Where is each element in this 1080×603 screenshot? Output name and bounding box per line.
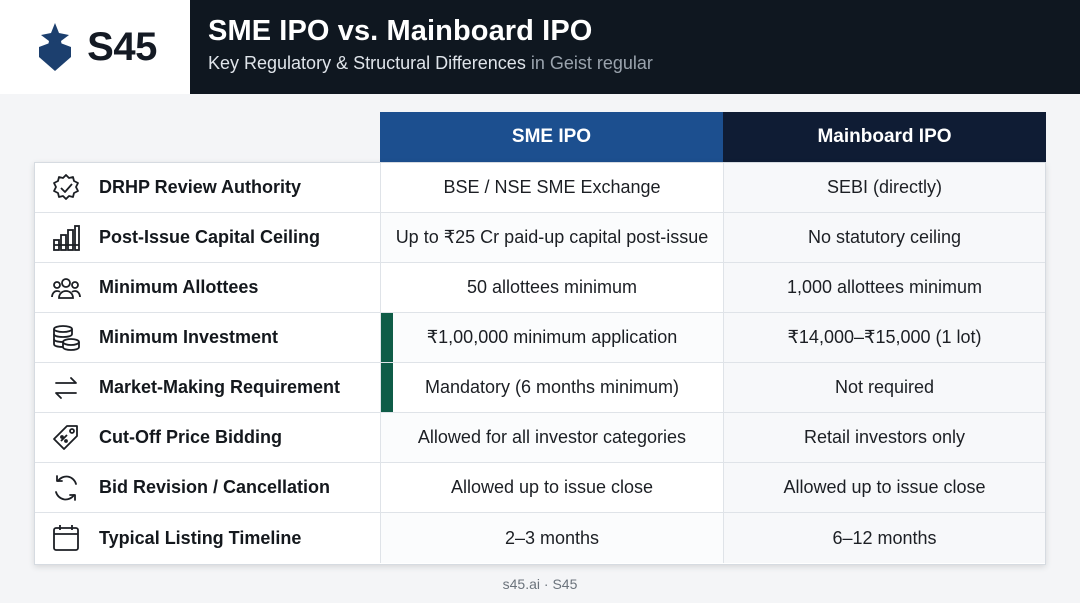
- table-row: Typical Listing Timeline 2–3 months 6–12 m…: [35, 513, 1045, 563]
- column-header-sme: SME IPO: [380, 112, 723, 162]
- row-label: Minimum Investment: [99, 327, 279, 347]
- logo-mark-icon: [39, 23, 72, 71]
- row-label: DRHP Review Authority: [99, 177, 302, 197]
- page-subtitle: Key Regulatory & Structural Differences …: [208, 53, 653, 74]
- subtitle-note: in Geist regular: [525, 53, 653, 73]
- row-label-cell: Market-Making Requirement: [35, 363, 381, 412]
- table-body: DRHP Review Authority BSE / NSE SME Excha…: [34, 162, 1046, 565]
- sme-value-cell: Mandatory (6 months minimum): [381, 363, 724, 412]
- sme-value-cell: Allowed for all investor categories: [381, 413, 724, 462]
- page-title: SME IPO vs. Mainboard IPO: [208, 15, 593, 47]
- row-label-cell: Minimum Allottees: [35, 263, 381, 312]
- row-label: Bid Revision / Cancellation: [99, 477, 331, 497]
- subtitle-text: Key Regulatory & Structural Differences: [208, 53, 526, 73]
- calendar-icon: [49, 521, 83, 555]
- row-label-cell: Post-Issue Capital Ceiling: [35, 213, 381, 262]
- row-label-cell: Minimum Investment: [35, 313, 381, 362]
- header-band: SME IPO vs. Mainboard IPO Key Regulatory…: [190, 0, 1080, 94]
- row-label: Minimum Allottees: [99, 277, 259, 297]
- sme-value-cell: ₹1,00,000 minimum application: [381, 313, 724, 362]
- comparison-table: SME IPO Mainboard IPO DRHP Review Author…: [34, 112, 1046, 565]
- sme-value-cell: Up to ₹25 Cr paid-up capital post-issue: [381, 213, 724, 262]
- mainboard-value-cell: SEBI (directly): [724, 163, 1045, 212]
- table-row: Market-Making Requirement Mandatory (6 mo…: [35, 363, 1045, 413]
- row-label: Post-Issue Capital Ceiling: [99, 227, 321, 247]
- sme-value-cell: 50 allottees minimum: [381, 263, 724, 312]
- mainboard-value-cell: Not required: [724, 363, 1045, 412]
- row-label: Cut-Off Price Bidding: [99, 427, 282, 447]
- price-tag-icon: [49, 421, 83, 455]
- row-label-cell: Typical Listing Timeline: [35, 513, 381, 563]
- row-label: Typical Listing Timeline: [99, 527, 302, 548]
- table-row: Cut-Off Price Bidding Allowed for all inv…: [35, 413, 1045, 463]
- sme-value-cell: 2–3 months: [381, 513, 724, 563]
- row-label-cell: DRHP Review Authority: [35, 163, 381, 212]
- verified-badge-icon: [49, 171, 83, 205]
- row-label: Market-Making Requirement: [99, 377, 341, 397]
- table-row: Post-Issue Capital Ceiling Up to ₹25 Cr p…: [35, 213, 1045, 263]
- mainboard-value-cell: 1,000 allottees minimum: [724, 263, 1045, 312]
- mainboard-value-cell: Retail investors only: [724, 413, 1045, 462]
- table-row: Minimum Investment ₹1,00,000 minimum appl…: [35, 313, 1045, 363]
- mainboard-value-cell: ₹14,000–₹15,000 (1 lot): [724, 313, 1045, 362]
- mainboard-value-cell: Allowed up to issue close: [724, 463, 1045, 512]
- bar-chart-icon: [49, 221, 83, 255]
- table-row: Bid Revision / Cancellation Allowed up to…: [35, 463, 1045, 513]
- table-row: Minimum Allottees 50 allottees minimum 1,0…: [35, 263, 1045, 313]
- highlight-accent-bar: [381, 313, 393, 362]
- row-label-cell: Cut-Off Price Bidding: [35, 413, 381, 462]
- refresh-icon: [49, 471, 83, 505]
- swap-arrows-icon: [49, 371, 83, 405]
- mainboard-value-cell: 6–12 months: [724, 513, 1045, 563]
- mainboard-value-cell: No statutory ceiling: [724, 213, 1045, 262]
- footer-credit: s45.ai · S45: [502, 576, 578, 592]
- table-row: DRHP Review Authority BSE / NSE SME Excha…: [35, 163, 1045, 213]
- column-header-mainboard: Mainboard IPO: [723, 112, 1046, 162]
- brand-logo: S45: [0, 0, 190, 94]
- sme-value-cell: Allowed up to issue close: [381, 463, 724, 512]
- users-icon: [49, 271, 83, 305]
- brand-name: S45: [87, 24, 157, 69]
- row-label-cell: Bid Revision / Cancellation: [35, 463, 381, 512]
- sme-value-cell: BSE / NSE SME Exchange: [381, 163, 724, 212]
- coins-icon: [49, 321, 83, 355]
- highlight-accent-bar: [381, 363, 393, 412]
